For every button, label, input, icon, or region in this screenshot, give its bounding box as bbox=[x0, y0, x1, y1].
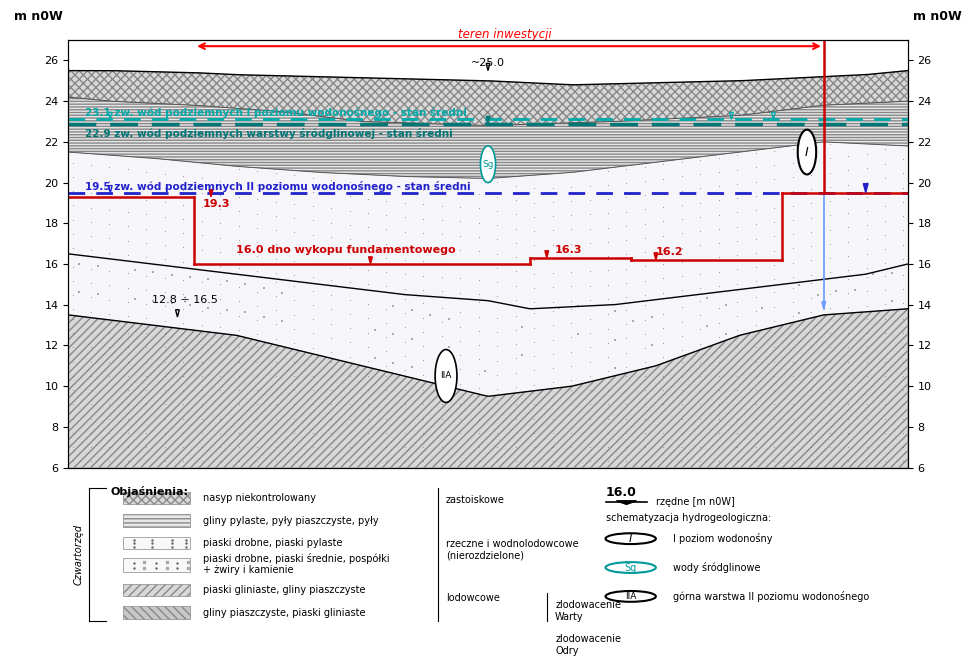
Bar bbox=[123, 492, 190, 504]
Polygon shape bbox=[545, 250, 549, 258]
Polygon shape bbox=[68, 254, 908, 396]
Text: Czwartorzęd: Czwartorzęd bbox=[73, 524, 83, 585]
Polygon shape bbox=[654, 253, 658, 260]
Text: teren inwestycji: teren inwestycji bbox=[458, 28, 551, 41]
Polygon shape bbox=[68, 142, 908, 309]
Circle shape bbox=[605, 591, 656, 602]
Polygon shape bbox=[68, 309, 908, 468]
Circle shape bbox=[480, 146, 496, 182]
Text: 22.9 zw. wód podziemnych warstwy śródglinowej - stan średni: 22.9 zw. wód podziemnych warstwy śródgli… bbox=[85, 128, 453, 139]
Text: piaski drobne, piaski pylaste: piaski drobne, piaski pylaste bbox=[203, 538, 343, 548]
Polygon shape bbox=[68, 71, 908, 126]
Text: 12.8 ÷ 16.5: 12.8 ÷ 16.5 bbox=[152, 295, 218, 305]
Text: schematyzacja hydrogeologiczna:: schematyzacja hydrogeologiczna: bbox=[605, 514, 771, 524]
Bar bbox=[123, 514, 190, 527]
Text: 16.0 dno wykopu fundamentowego: 16.0 dno wykopu fundamentowego bbox=[236, 245, 456, 255]
Text: zlodowacenie
Warty: zlodowacenie Warty bbox=[555, 600, 621, 622]
Text: rzeczne i wodnolodowcowe
(nierozdzielone): rzeczne i wodnolodowcowe (nierozdzielone… bbox=[446, 538, 579, 560]
Circle shape bbox=[797, 130, 816, 174]
Circle shape bbox=[435, 349, 457, 402]
Text: górna warstwa II poziomu wodonośnego: górna warstwa II poziomu wodonośnego bbox=[672, 591, 869, 602]
Polygon shape bbox=[209, 190, 213, 197]
Text: 16.0: 16.0 bbox=[605, 486, 636, 500]
Polygon shape bbox=[864, 184, 868, 193]
Text: IIA: IIA bbox=[625, 592, 636, 601]
Circle shape bbox=[605, 562, 656, 573]
Text: piaski drobne, piaski średnie, pospółki
+ żwiry i kamienie: piaski drobne, piaski średnie, pospółki … bbox=[203, 552, 389, 575]
Polygon shape bbox=[486, 116, 490, 124]
Text: zastoiskowe: zastoiskowe bbox=[446, 496, 505, 506]
Text: Objaśnienia:: Objaśnienia: bbox=[110, 486, 188, 498]
Circle shape bbox=[605, 533, 656, 544]
Bar bbox=[123, 558, 190, 572]
Text: m n0W: m n0W bbox=[914, 10, 962, 23]
Text: I: I bbox=[630, 534, 632, 544]
Text: 19.3: 19.3 bbox=[203, 199, 230, 209]
Text: gliny piaszczyste, piaski gliniaste: gliny piaszczyste, piaski gliniaste bbox=[203, 608, 365, 618]
Text: m n0W: m n0W bbox=[14, 10, 62, 23]
Text: lodowcowe: lodowcowe bbox=[446, 593, 500, 603]
Text: ~25.0: ~25.0 bbox=[471, 57, 505, 67]
Text: rzędne [m n0W]: rzędne [m n0W] bbox=[656, 497, 735, 507]
Polygon shape bbox=[617, 501, 636, 504]
Polygon shape bbox=[68, 97, 908, 178]
Text: I: I bbox=[805, 146, 809, 158]
Text: nasyp niekontrolowany: nasyp niekontrolowany bbox=[203, 493, 315, 503]
Text: I poziom wodonośny: I poziom wodonośny bbox=[672, 533, 772, 544]
Text: 23.1 zw. wód podziemnych I poziomu wodonośnego - stan średni: 23.1 zw. wód podziemnych I poziomu wodon… bbox=[85, 108, 467, 118]
Bar bbox=[123, 584, 190, 597]
Text: 16.2: 16.2 bbox=[656, 247, 683, 257]
Text: IIA: IIA bbox=[440, 371, 452, 381]
Text: Sg: Sg bbox=[625, 562, 636, 572]
Bar bbox=[123, 607, 190, 619]
Text: zlodowacenie
Odry: zlodowacenie Odry bbox=[555, 635, 621, 656]
Polygon shape bbox=[369, 257, 372, 264]
Text: wody śródglinowe: wody śródglinowe bbox=[672, 562, 760, 573]
Text: Sg: Sg bbox=[482, 160, 494, 169]
Bar bbox=[123, 537, 190, 550]
Text: 16.3: 16.3 bbox=[555, 245, 583, 255]
Text: piaski gliniaste, gliny piaszczyste: piaski gliniaste, gliny piaszczyste bbox=[203, 585, 365, 595]
Text: gliny pylaste, pyły piaszczyste, pyły: gliny pylaste, pyły piaszczyste, pyły bbox=[203, 516, 379, 526]
Text: 19.5 zw. wód podziemnych II poziomu wodonośnego - stan średni: 19.5 zw. wód podziemnych II poziomu wodo… bbox=[85, 181, 470, 192]
